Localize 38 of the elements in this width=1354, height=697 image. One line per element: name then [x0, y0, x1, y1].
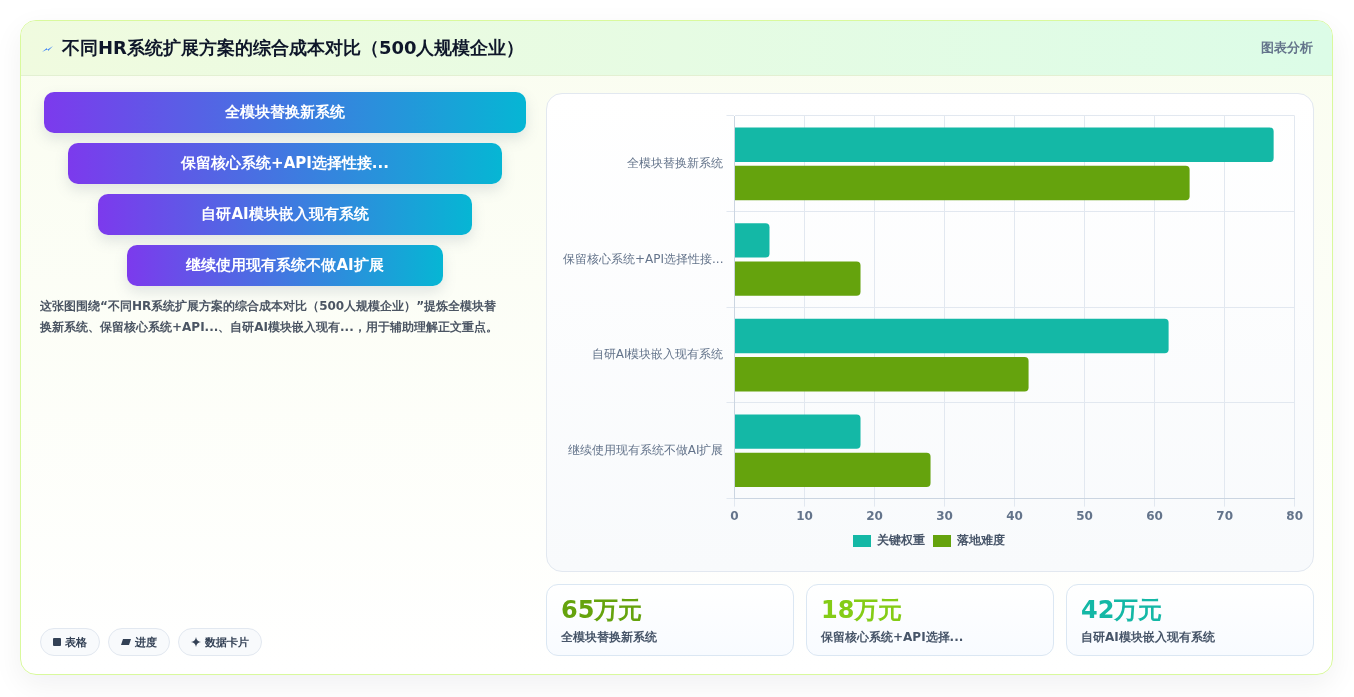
x-tick-label: 10 [796, 508, 813, 523]
x-tick-label: 30 [936, 508, 953, 523]
x-tick-label: 80 [1286, 508, 1303, 523]
x-tick-label: 70 [1216, 508, 1233, 523]
text: 不同HR系统扩展方案的综合成本对比（500人规模企业） [62, 36, 525, 60]
y-tick-label: 继续使用现有系统不做AI扩展 [567, 442, 724, 457]
text: 65万元 [561, 596, 643, 624]
bar [734, 357, 1029, 392]
bar [734, 165, 1190, 201]
bar [734, 127, 1274, 162]
text: 18万元 [821, 596, 903, 624]
category-label: 全模块替换新系统 [225, 103, 345, 122]
y-tick-label: 自研AI模块嵌入现有系统 [591, 347, 724, 362]
text: 表格 [65, 634, 87, 650]
category-label: 保留核心系统+API选择性接... [181, 154, 389, 173]
x-tick-label: 20 [866, 508, 883, 523]
category-label: 保留核心系统+API选择... [821, 629, 964, 645]
y-tick-label: 全模块替换新系统 [627, 155, 724, 170]
x-tick-label: 0 [730, 508, 739, 523]
text: 这张图围绕“不同HR系统扩展方案的综合成本对比（500人规模企业）”提炼全模块替换新系统、保留核心系统+API...、自研AI模块嵌入现有...，用于辅助理解正文重点。 [40, 298, 499, 336]
text: 42万元 [1081, 596, 1163, 624]
x-tick-label: 40 [1006, 508, 1023, 523]
category-label: 自研AI模块嵌入现有系统 [201, 205, 369, 224]
y-tick-label: 保留核心系统+API选择性接... [563, 251, 724, 266]
bar [734, 452, 931, 488]
text: 数据卡片 [205, 634, 249, 650]
text: 图表分析 [1261, 39, 1313, 57]
x-tick-label: 60 [1146, 508, 1163, 523]
category-label: 继续使用现有系统不做AI扩展 [186, 256, 384, 275]
category-label: 自研AI模块嵌入现有系统 [1081, 629, 1215, 645]
bar [734, 414, 861, 449]
bar [734, 223, 770, 258]
legend-label: 关键权重 [876, 533, 925, 548]
bar [734, 318, 1169, 354]
legend-label: 落地难度 [956, 533, 1005, 548]
x-tick-label: 50 [1076, 508, 1093, 523]
bar [734, 261, 861, 296]
text: 进度 [135, 634, 157, 650]
